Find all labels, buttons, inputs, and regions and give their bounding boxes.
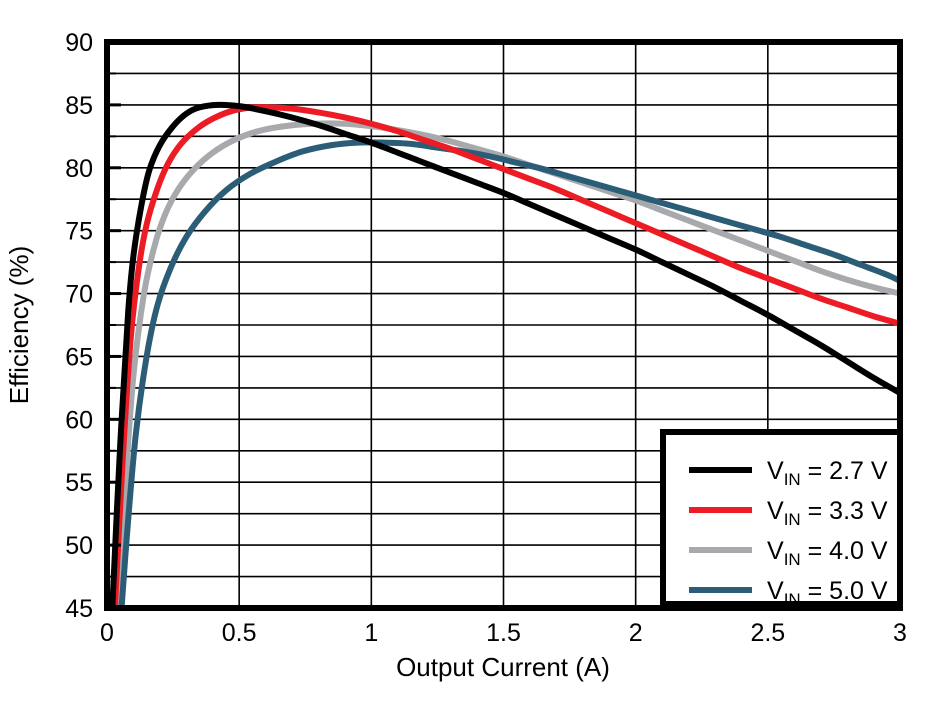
y-tick-label: 70 bbox=[65, 281, 93, 309]
x-tick-label: 1.5 bbox=[486, 619, 521, 647]
y-tick-marks bbox=[107, 40, 121, 610]
y-tick-labels: 45 50 55 60 65 70 75 80 85 90 bbox=[65, 29, 93, 623]
legend-label: VIN = 4.0 V bbox=[767, 537, 888, 569]
x-tick-label: 0.5 bbox=[222, 619, 257, 647]
x-tick-label: 2 bbox=[629, 619, 643, 647]
y-tick-label: 75 bbox=[65, 218, 93, 246]
y-tick-label: 60 bbox=[65, 406, 93, 434]
x-tick-label: 1 bbox=[364, 619, 378, 647]
x-tick-label: 0 bbox=[100, 619, 114, 647]
y-tick-label: 90 bbox=[65, 29, 93, 57]
y-tick-label: 80 bbox=[65, 155, 93, 183]
series-line-vin-3-3-v bbox=[111, 104, 903, 611]
y-tick-label: 50 bbox=[65, 532, 93, 560]
y-tick-label: 85 bbox=[65, 92, 93, 120]
series-line-vin-4-0-v bbox=[114, 120, 903, 611]
y-tick-label: 65 bbox=[65, 343, 93, 371]
legend-label: VIN = 3.3 V bbox=[767, 497, 888, 529]
y-axis-title: Efficiency (%) bbox=[4, 246, 34, 404]
legend-box bbox=[660, 429, 903, 607]
legend-items: VIN = 2.7 V VIN = 3.3 V VIN = 4.0 V VIN = 5… bbox=[689, 457, 888, 609]
legend-label: VIN = 2.7 V bbox=[767, 457, 888, 489]
data-series-group bbox=[109, 101, 903, 611]
x-tick-label: 2.5 bbox=[750, 619, 785, 647]
y-tick-label: 45 bbox=[65, 595, 93, 623]
x-axis-title: Output Current (A) bbox=[396, 652, 610, 682]
y-tick-label: 55 bbox=[65, 469, 93, 497]
legend-label: VIN = 5.0 V bbox=[767, 577, 888, 609]
legend: VIN = 2.7 V VIN = 3.3 V VIN = 4.0 V VIN = 5… bbox=[660, 429, 903, 609]
x-tick-label: 3 bbox=[893, 619, 907, 647]
series-line-vin-2-7-v bbox=[109, 101, 903, 611]
x-tick-labels: 0 0.5 1 1.5 2 2.5 3 bbox=[100, 619, 907, 647]
